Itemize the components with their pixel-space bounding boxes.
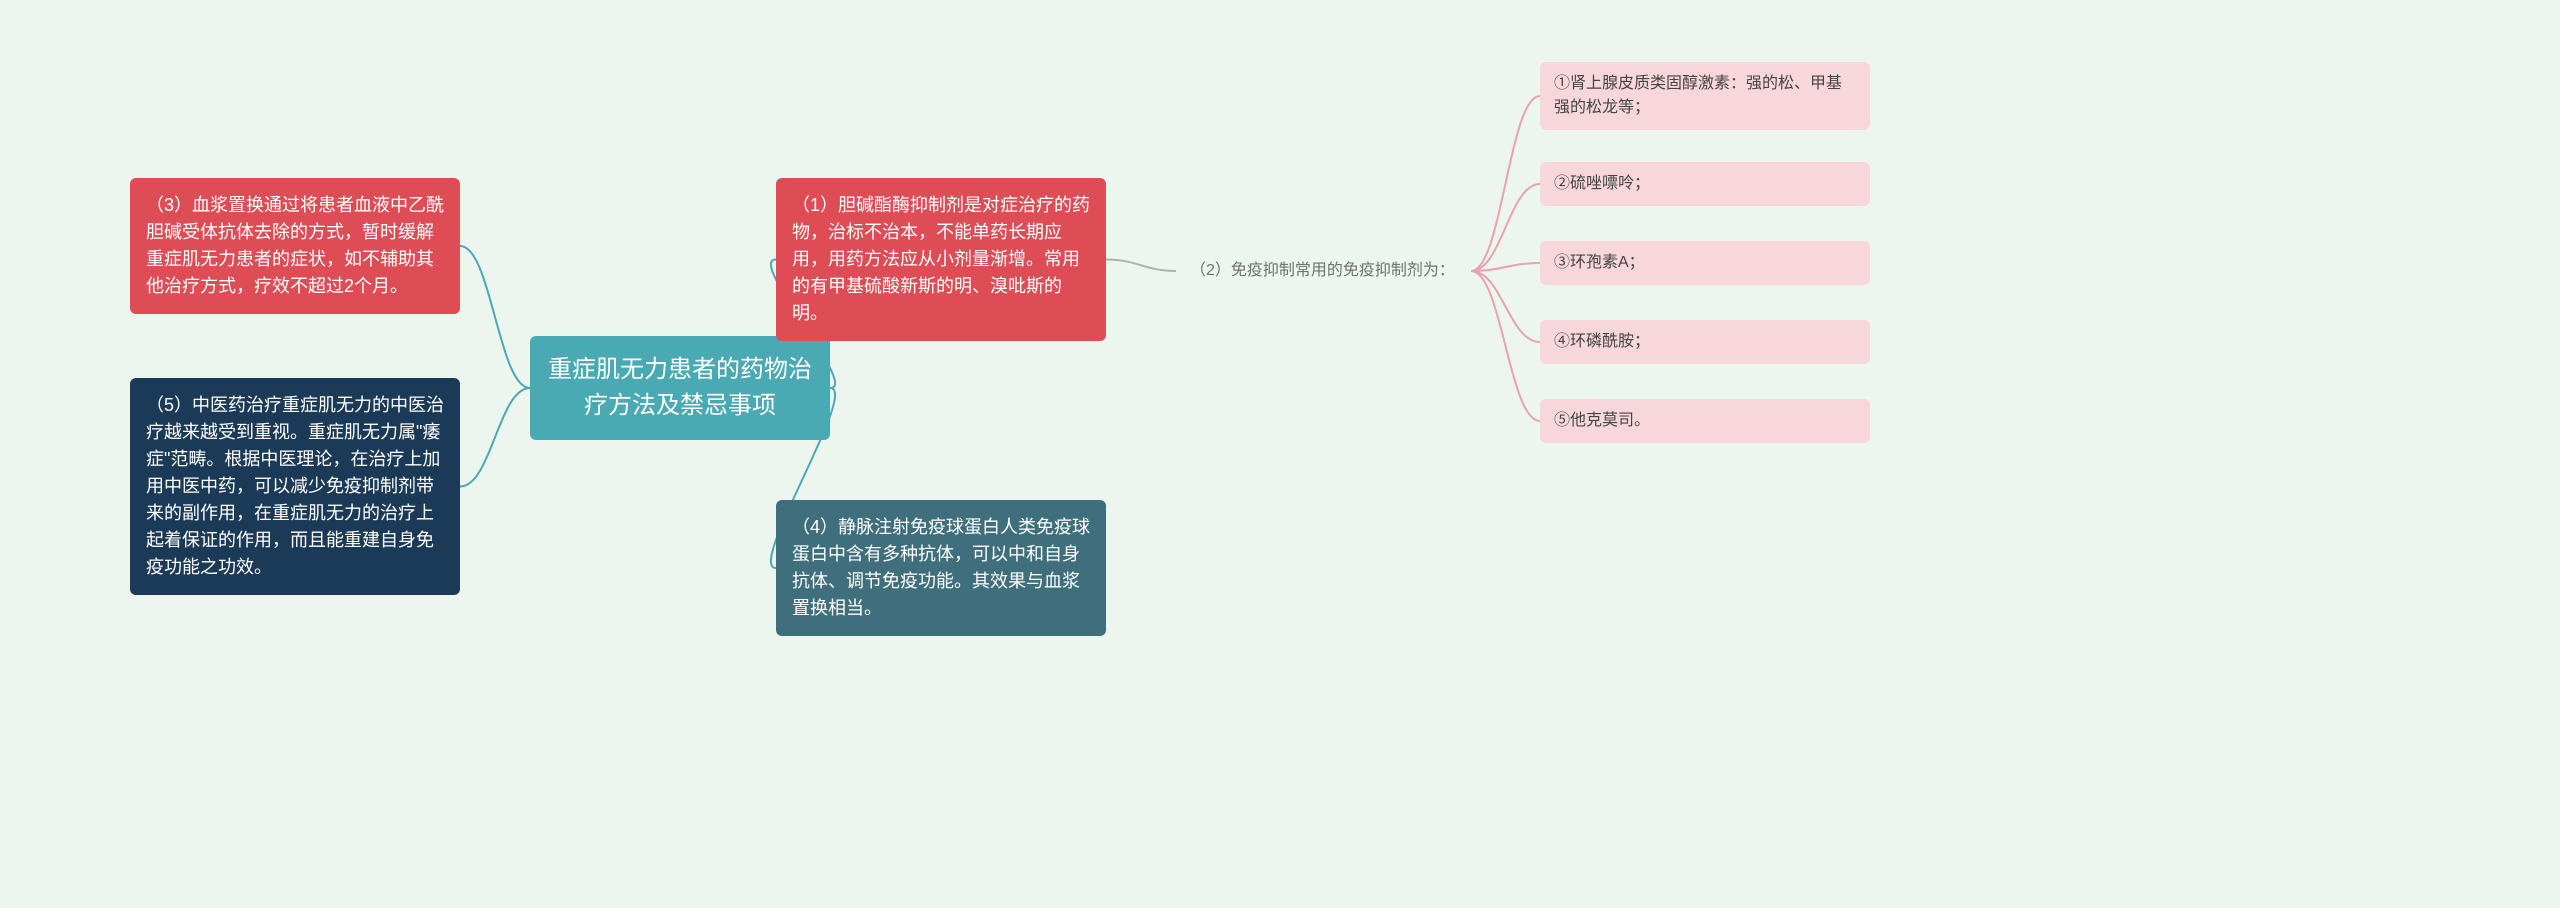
sub-node-1: ①肾上腺皮质类固醇激素：强的松、甲基强的松龙等； (1540, 62, 1870, 130)
sub-node-3: ③环孢素A； (1540, 241, 1870, 285)
branch-node-4: （4）静脉注射免疫球蛋白人类免疫球蛋白中含有多种抗体，可以中和自身抗体、调节免疫… (776, 500, 1106, 636)
sub-node-4: ④环磷酰胺； (1540, 320, 1870, 364)
mindmap-stage: 重症肌无力患者的药物治疗方法及禁忌事项 （3）血浆置换通过将患者血液中乙酰胆碱受… (0, 0, 2560, 908)
branch-node-1: （1）胆碱酯酶抑制剂是对症治疗的药物，治标不治本，不能单药长期应用，用药方法应从… (776, 178, 1106, 341)
branch-node-2: （2）免疫抑制常用的免疫抑制剂为： (1176, 249, 1471, 293)
sub-node-5: ⑤他克莫司。 (1540, 399, 1870, 443)
sub-node-2: ②硫唑嘌呤； (1540, 162, 1870, 206)
center-node: 重症肌无力患者的药物治疗方法及禁忌事项 (530, 336, 830, 440)
branch-node-5: （5）中医药治疗重症肌无力的中医治疗越来越受到重视。重症肌无力属"痿症"范畴。根… (130, 378, 460, 595)
branch-node-3: （3）血浆置换通过将患者血液中乙酰胆碱受体抗体去除的方式，暂时缓解重症肌无力患者… (130, 178, 460, 314)
